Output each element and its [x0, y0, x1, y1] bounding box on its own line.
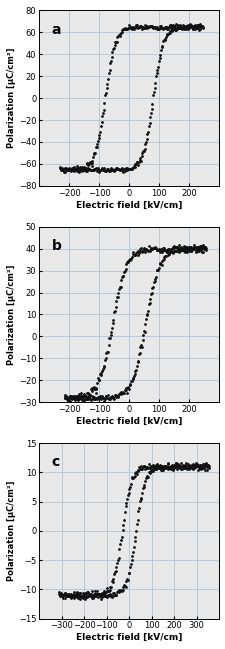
- Y-axis label: Polarization [μC/cm²]: Polarization [μC/cm²]: [7, 480, 16, 581]
- Text: c: c: [52, 456, 60, 469]
- Y-axis label: Polarization [μC/cm²]: Polarization [μC/cm²]: [7, 48, 16, 149]
- Y-axis label: Polarization [μC/cm²]: Polarization [μC/cm²]: [7, 264, 16, 365]
- X-axis label: Electric field [kV/cm]: Electric field [kV/cm]: [76, 417, 182, 426]
- Text: a: a: [52, 23, 61, 37]
- X-axis label: Electric field [kV/cm]: Electric field [kV/cm]: [76, 633, 182, 642]
- X-axis label: Electric field [kV/cm]: Electric field [kV/cm]: [76, 201, 182, 210]
- Text: b: b: [52, 239, 61, 253]
